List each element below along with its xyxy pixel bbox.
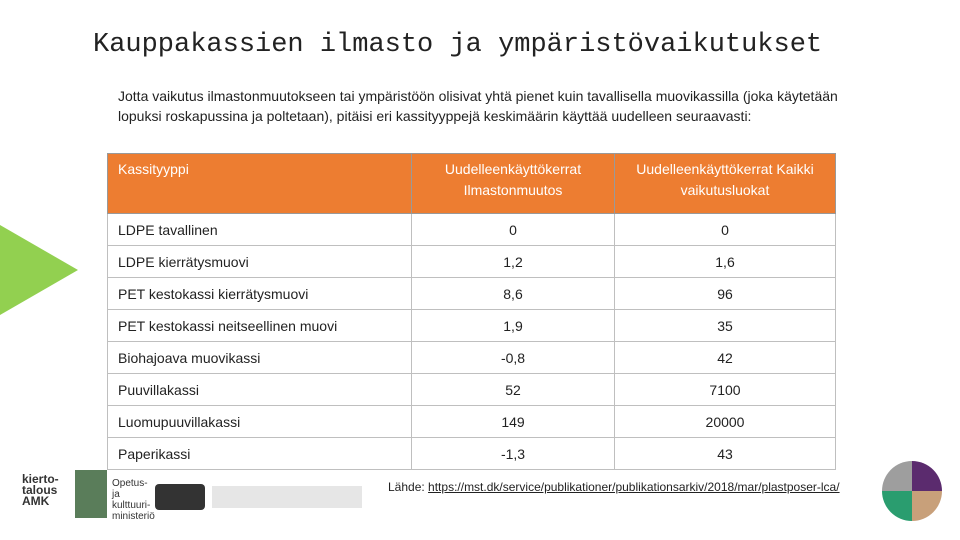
cell: Luomupuuvillakassi [107, 405, 412, 438]
cell: 7100 [614, 373, 836, 406]
cell: 1,2 [411, 245, 615, 278]
table-row: PET kestokassi neitseellinen muovi 1,9 35 [107, 309, 836, 342]
table-body: LDPE tavallinen 0 0 LDPE kierrätysmuovi 1,2 1… [107, 213, 836, 470]
column-header: Kassityyppi [107, 153, 412, 214]
cell: Paperikassi [107, 437, 412, 470]
table-row: Luomupuuvillakassi 149 20000 [107, 405, 836, 438]
source-label: Lähde: [388, 480, 425, 494]
column-header: Uudelleenkäyttökerrat Ilmastonmuutos [411, 153, 615, 214]
cell: 43 [614, 437, 836, 470]
license-text [212, 486, 362, 508]
cell: Biohajoava muovikassi [107, 341, 412, 374]
table-row: LDPE kierrätysmuovi 1,2 1,6 [107, 245, 836, 278]
source: Lähde: https://mst.dk/service/publikatio… [388, 480, 840, 494]
cell: 96 [614, 277, 836, 310]
segment [882, 491, 912, 521]
column-header: Uudelleenkäyttökerrat Kaikki vaikutusluo… [614, 153, 836, 214]
segment [912, 491, 942, 521]
segment [912, 461, 942, 491]
cc-badge [155, 484, 205, 510]
cell: Puuvillakassi [107, 373, 412, 406]
intro: Jotta vaikutus ilmastonmuutokseen tai ym… [118, 88, 838, 124]
triangle [0, 225, 78, 315]
cell: 1,9 [411, 309, 615, 342]
cell: PET kestokassi neitseellinen muovi [107, 309, 412, 342]
cell: LDPE kierrätysmuovi [107, 245, 412, 278]
cell: 0 [614, 213, 836, 246]
cell: 8,6 [411, 277, 615, 310]
cell: -0,8 [411, 341, 615, 374]
cell: 42 [614, 341, 836, 374]
table-row: LDPE tavallinen 0 0 [107, 213, 836, 246]
logo-text: kierto- talous AMK [22, 472, 59, 508]
cell: -1,3 [411, 437, 615, 470]
logo-text: Opetus- ja kulttuuri- ministeriö [112, 478, 155, 522]
cell: PET kestokassi kierrätysmuovi [107, 277, 412, 310]
circle-decor [882, 461, 942, 521]
cell: 35 [614, 309, 836, 342]
cell: 1,6 [614, 245, 836, 278]
cell: 52 [411, 373, 615, 406]
table-row: Biohajoava muovikassi -0,8 42 [107, 341, 836, 374]
header-row: Kassityyppi Uudelleenkäyttökerrat Ilmasto… [107, 153, 836, 214]
table-row: Paperikassi -1,3 43 [107, 437, 836, 470]
cell: 0 [411, 213, 615, 246]
title: Kauppakassien ilmasto ja ympäristövaikut… [93, 30, 823, 60]
table-row: Puuvillakassi 52 7100 [107, 373, 836, 406]
cell: LDPE tavallinen [107, 213, 412, 246]
table-row: PET kestokassi kierrätysmuovi 8,6 96 [107, 277, 836, 310]
logo-pattern [75, 470, 107, 518]
segment [882, 461, 912, 491]
cell: 149 [411, 405, 615, 438]
cell: 20000 [614, 405, 836, 438]
table: Kassityyppi Uudelleenkäyttökerrat Ilmasto… [107, 153, 836, 470]
source-link[interactable]: https://mst.dk/service/publikationer/pub… [428, 480, 840, 494]
